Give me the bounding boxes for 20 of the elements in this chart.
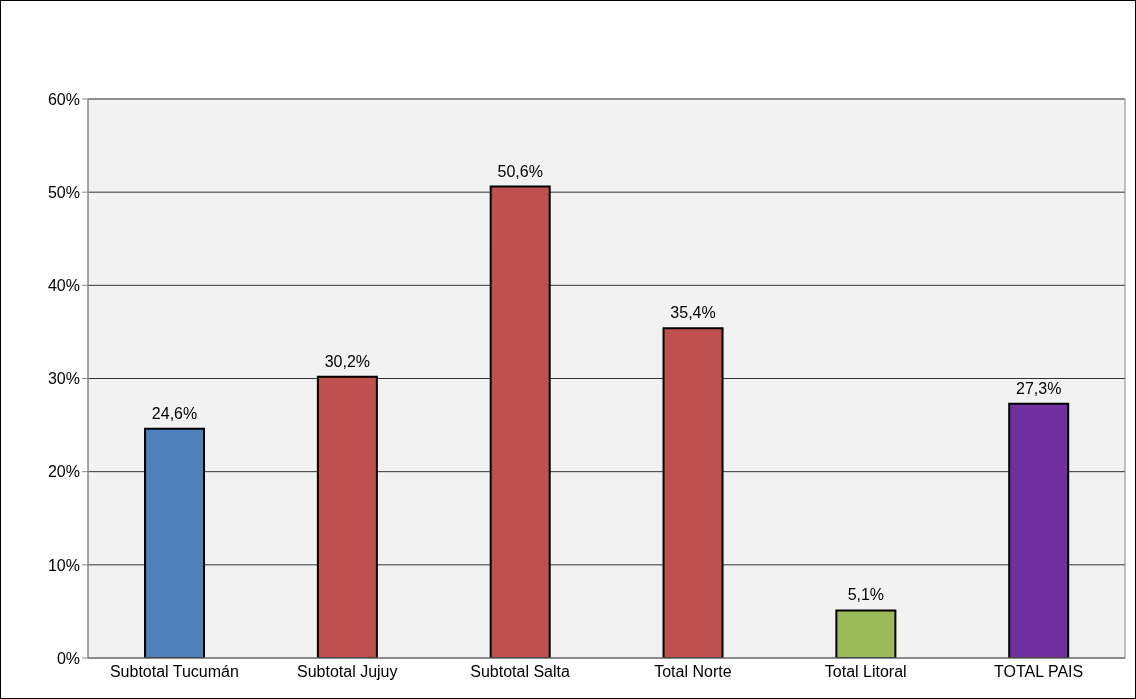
- y-tick-label: 20%: [47, 463, 80, 481]
- data-label: 27,3%: [1016, 379, 1062, 397]
- data-label: 30,2%: [324, 352, 371, 370]
- x-tick-label: Total Norte: [654, 663, 732, 681]
- x-tick-label: Total Litoral: [824, 663, 907, 681]
- data-label: 50,6%: [497, 162, 543, 180]
- y-tick-label: 10%: [47, 556, 80, 574]
- y-tick-label: 0%: [56, 649, 80, 667]
- x-tick-label: TOTAL PAIS: [993, 663, 1084, 681]
- x-tick-label: Subtotal Salta: [470, 663, 570, 681]
- data-label: 5,1%: [847, 586, 885, 604]
- data-label: 35,4%: [670, 304, 716, 322]
- y-tick-label: 30%: [47, 370, 80, 388]
- x-tick-label: Subtotal Tucumán: [109, 663, 239, 681]
- y-tick-label: 40%: [47, 277, 80, 295]
- y-tick-label: 50%: [47, 183, 80, 201]
- y-tick-label: 60%: [47, 90, 80, 108]
- data-label: 24,6%: [151, 404, 198, 422]
- bar: [835, 609, 897, 658]
- x-tick-label: Subtotal Jujuy: [296, 663, 398, 681]
